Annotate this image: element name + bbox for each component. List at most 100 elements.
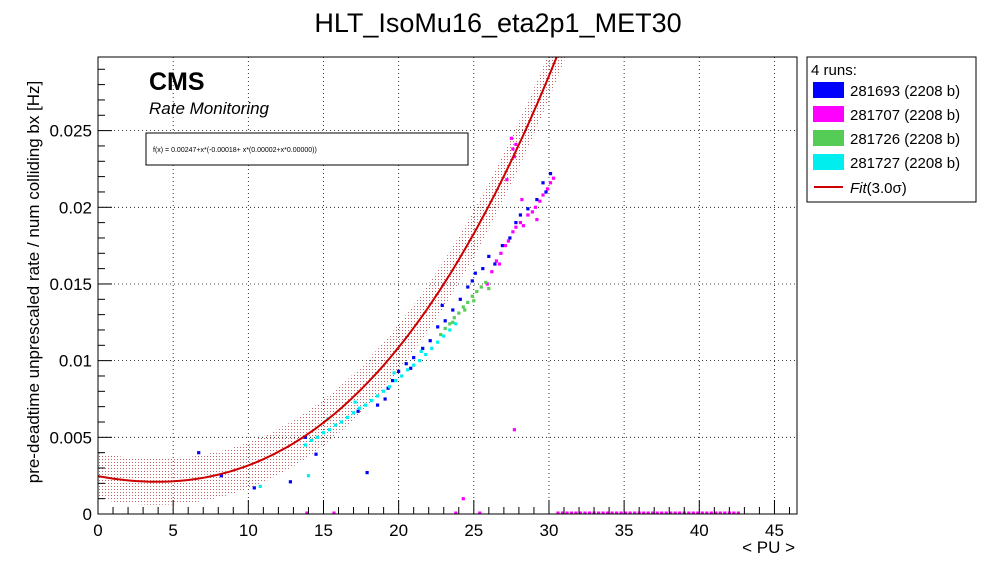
zero-rate-point xyxy=(664,511,668,514)
data-point-series-3-17 xyxy=(406,368,410,372)
zero-rate-point-extra-3 xyxy=(478,511,482,514)
data-point-series-1-11 xyxy=(530,210,534,214)
data-point-series-3-8 xyxy=(351,411,356,415)
data-point-series-2-3 xyxy=(452,316,456,320)
y-tick-label-5: 0.025 xyxy=(49,122,92,141)
data-point-series-1-5 xyxy=(506,239,510,243)
data-point-series-1-26 xyxy=(497,262,501,266)
data-point-series-1-21 xyxy=(514,142,518,146)
data-point-series-0-3 xyxy=(288,480,292,484)
zero-rate-point xyxy=(574,511,578,514)
data-point-series-3-27 xyxy=(258,484,262,488)
data-point-series-2-10 xyxy=(484,280,488,284)
legend-label-0: 281693 (2208 b) xyxy=(850,83,960,100)
legend-label-2: 281726 (2208 b) xyxy=(850,131,960,148)
data-point-series-3-1 xyxy=(309,438,314,442)
data-point-series-1-22 xyxy=(505,178,509,182)
data-point-series-2-14 xyxy=(472,299,476,303)
data-point-series-2-6 xyxy=(466,300,470,304)
data-point-series-0-0 xyxy=(197,451,201,455)
data-point-series-0-10 xyxy=(397,369,401,373)
x-tick-label-6: 30 xyxy=(540,521,559,540)
data-point-series-0-35 xyxy=(409,366,413,370)
data-point-series-0-5 xyxy=(314,452,318,456)
data-point-series-0-15 xyxy=(436,325,440,329)
zero-rate-point xyxy=(628,511,632,514)
data-point-series-1-9 xyxy=(521,224,525,228)
data-point-series-1-6 xyxy=(511,230,515,234)
zero-rate-point xyxy=(619,511,623,514)
data-point-series-3-14 xyxy=(388,385,392,389)
data-point-series-2-1 xyxy=(443,326,447,330)
fit-formula-text: f(x) = 0.00247+x*(-0.00018+ x*(0.00002+x… xyxy=(153,147,317,154)
zero-rate-point xyxy=(588,511,592,514)
fit-formula-box xyxy=(145,132,469,166)
plot-frame xyxy=(97,56,798,515)
fit-curve xyxy=(98,57,558,483)
data-point-series-1-7 xyxy=(514,225,518,229)
data-point-series-1-4 xyxy=(503,244,507,248)
zero-rate-point xyxy=(736,511,740,514)
y-tick-label-4: 0.02 xyxy=(59,198,92,217)
data-point-series-0-17 xyxy=(451,308,455,312)
zero-rate-point xyxy=(615,511,619,514)
x-tick-label-3: 15 xyxy=(314,521,333,540)
zero-rate-point xyxy=(696,511,700,514)
zero-rate-point xyxy=(687,511,691,514)
data-point-series-3-10 xyxy=(364,403,368,407)
data-point-series-3-15 xyxy=(394,379,398,383)
data-point-series-0-12 xyxy=(412,356,416,360)
data-point-series-2-2 xyxy=(448,322,452,326)
legend: 4 runs: 281693 (2208 b)281707 (2208 b)28… xyxy=(806,56,977,203)
data-point-series-2-8 xyxy=(475,290,479,294)
data-point-series-0-2 xyxy=(252,486,256,490)
data-point-series-3-26 xyxy=(306,474,311,478)
data-point-series-0-16 xyxy=(443,319,447,323)
data-point-series-1-18 xyxy=(509,136,513,140)
y-ticks-layer: 0 0.005 0.01 0.015 0.02 0.025 xyxy=(49,68,112,524)
data-point-series-1-13 xyxy=(538,199,542,203)
data-point-series-1-24 xyxy=(512,428,516,432)
data-point-series-1-15 xyxy=(545,187,550,191)
data-point-series-1-23 xyxy=(461,497,465,501)
chart-title: HLT_IsoMu16_eta2p1_MET30 xyxy=(314,8,681,38)
zero-rate-point xyxy=(565,511,569,514)
data-point-series-2-11 xyxy=(487,287,491,291)
fit-curve-layer xyxy=(98,57,558,483)
zero-rate-point xyxy=(660,511,664,514)
data-point-series-0-27 xyxy=(518,213,522,217)
legend-fit-label-name: Fit xyxy=(850,180,867,197)
x-axis-label: < PU > xyxy=(742,538,795,557)
data-point-series-1-3 xyxy=(499,251,503,255)
data-point-series-0-26 xyxy=(514,221,518,225)
data-point-series-3-24 xyxy=(448,328,452,332)
data-point-series-0-29 xyxy=(535,198,539,202)
zero-rate-point xyxy=(624,511,628,514)
data-point-series-3-13 xyxy=(382,389,386,393)
zero-rate-point-extra-2 xyxy=(454,511,458,514)
zero-rate-point xyxy=(597,511,601,514)
y-tick-label-0: 0 xyxy=(83,505,92,524)
zero-rate-point-extra-0 xyxy=(305,511,309,514)
y-tick-label-2: 0.01 xyxy=(59,352,92,371)
data-point-series-3-2 xyxy=(315,435,320,439)
data-point-series-3-9 xyxy=(358,406,362,410)
legend-swatch-2 xyxy=(813,130,844,146)
data-point-series-0-25 xyxy=(508,236,512,240)
x-tick-label-8: 40 xyxy=(690,521,709,540)
zero-rate-point xyxy=(606,511,610,514)
zero-rate-point xyxy=(714,511,718,514)
data-point-series-0-33 xyxy=(440,303,444,307)
x-tick-label-5: 25 xyxy=(464,521,483,540)
legend-fit-label: Fit(3.0σ) xyxy=(850,180,907,197)
data-point-series-1-19 xyxy=(511,147,515,151)
data-point-series-0-4 xyxy=(303,435,307,439)
zero-rate-point xyxy=(651,511,655,514)
data-point-series-3-20 xyxy=(424,352,428,357)
data-point-series-1-10 xyxy=(526,213,530,217)
legend-swatch-1 xyxy=(813,106,844,122)
data-point-series-0-6 xyxy=(365,471,369,475)
zero-rate-point xyxy=(700,511,704,514)
